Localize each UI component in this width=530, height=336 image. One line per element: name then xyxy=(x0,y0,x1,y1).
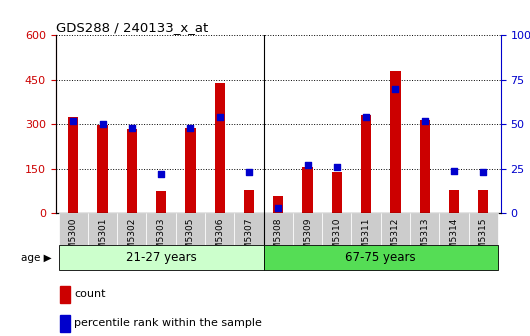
Text: 21-27 years: 21-27 years xyxy=(126,251,197,264)
Text: GSM5311: GSM5311 xyxy=(361,217,370,261)
Bar xyxy=(176,213,205,245)
Bar xyxy=(469,213,498,245)
Bar xyxy=(186,128,196,213)
Bar xyxy=(293,213,322,245)
Bar xyxy=(303,167,313,213)
Point xyxy=(479,170,488,175)
Bar xyxy=(127,129,137,213)
Text: GSM5313: GSM5313 xyxy=(420,217,429,261)
Bar xyxy=(390,71,401,213)
Point xyxy=(128,125,136,131)
Text: GSM5302: GSM5302 xyxy=(127,217,136,260)
Bar xyxy=(273,196,284,213)
Point xyxy=(362,115,370,120)
Text: GSM5305: GSM5305 xyxy=(186,217,195,261)
Point xyxy=(157,171,165,177)
Bar xyxy=(361,116,371,213)
Text: GSM5301: GSM5301 xyxy=(98,217,107,261)
Bar xyxy=(410,213,439,245)
Bar xyxy=(215,83,225,213)
Bar xyxy=(146,213,176,245)
Point xyxy=(274,205,282,211)
Text: GSM5314: GSM5314 xyxy=(449,217,458,260)
Text: GSM5315: GSM5315 xyxy=(479,217,488,261)
Point xyxy=(391,86,400,91)
Bar xyxy=(68,117,78,213)
Point xyxy=(333,164,341,170)
Text: GDS288 / 240133_x_at: GDS288 / 240133_x_at xyxy=(56,21,208,34)
Bar xyxy=(60,315,70,332)
Bar xyxy=(98,125,108,213)
Text: 67-75 years: 67-75 years xyxy=(346,251,416,264)
Bar xyxy=(88,213,117,245)
Bar xyxy=(263,213,293,245)
Bar xyxy=(59,213,88,245)
Bar xyxy=(332,172,342,213)
Point xyxy=(69,118,77,123)
Bar xyxy=(449,190,459,213)
Point xyxy=(303,163,312,168)
Text: age ▶: age ▶ xyxy=(21,253,51,263)
Bar xyxy=(439,213,469,245)
Point xyxy=(186,125,195,131)
Point xyxy=(245,170,253,175)
Text: GSM5307: GSM5307 xyxy=(244,217,253,261)
Text: GSM5309: GSM5309 xyxy=(303,217,312,261)
Bar xyxy=(234,213,263,245)
Text: GSM5306: GSM5306 xyxy=(215,217,224,261)
Bar xyxy=(478,190,489,213)
Bar xyxy=(351,213,381,245)
Text: GSM5300: GSM5300 xyxy=(69,217,78,261)
Point xyxy=(215,115,224,120)
Text: GSM5303: GSM5303 xyxy=(156,217,165,261)
Bar xyxy=(322,213,351,245)
Bar xyxy=(420,120,430,213)
Bar xyxy=(117,213,146,245)
Bar xyxy=(381,213,410,245)
Bar xyxy=(59,245,263,270)
Text: GSM5312: GSM5312 xyxy=(391,217,400,260)
Bar xyxy=(156,191,166,213)
Bar xyxy=(205,213,234,245)
Text: percentile rank within the sample: percentile rank within the sample xyxy=(74,318,262,328)
Bar xyxy=(244,190,254,213)
Bar xyxy=(60,286,70,303)
Point xyxy=(98,122,107,127)
Point xyxy=(420,118,429,123)
Bar xyxy=(263,245,498,270)
Point xyxy=(450,168,458,173)
Text: count: count xyxy=(74,289,106,299)
Text: GSM5308: GSM5308 xyxy=(274,217,282,261)
Text: GSM5310: GSM5310 xyxy=(332,217,341,261)
